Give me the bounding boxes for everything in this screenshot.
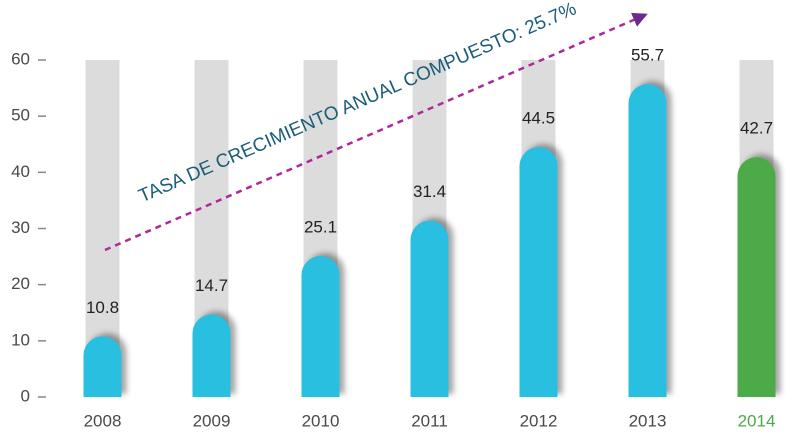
y-tick-label: 30 (11, 218, 30, 237)
value-label: 31.4 (413, 182, 446, 201)
x-tick-label: 2009 (193, 411, 231, 430)
value-label: 25.1 (304, 218, 337, 237)
bar (628, 84, 667, 397)
value-label: 55.7 (631, 46, 664, 65)
x-tick-label: 2012 (520, 411, 558, 430)
value-label: 14.7 (195, 276, 228, 295)
x-tick-label: 2013 (629, 411, 667, 430)
x-tick-label: 2011 (411, 411, 448, 430)
bar (192, 314, 231, 397)
x-tick-label: 2008 (84, 411, 122, 430)
value-label: 10.8 (86, 298, 119, 317)
bar (737, 157, 776, 397)
bar (410, 220, 449, 397)
y-tick-label: 20 (11, 274, 30, 293)
bar (519, 147, 558, 397)
value-label: 44.5 (522, 109, 555, 128)
trend-arrow (104, 12, 648, 252)
value-label: 42.7 (740, 119, 773, 138)
y-tick-label: 60 (11, 49, 30, 68)
bar (83, 336, 122, 397)
x-tick-label: 2010 (302, 411, 340, 430)
y-tick-label: 10 (11, 330, 30, 349)
y-tick-label: 40 (11, 162, 30, 181)
bar (301, 256, 340, 397)
y-tick-label: 50 (11, 106, 30, 125)
y-tick-label: 0 (21, 386, 30, 405)
x-tick-label: 2014 (738, 411, 776, 430)
